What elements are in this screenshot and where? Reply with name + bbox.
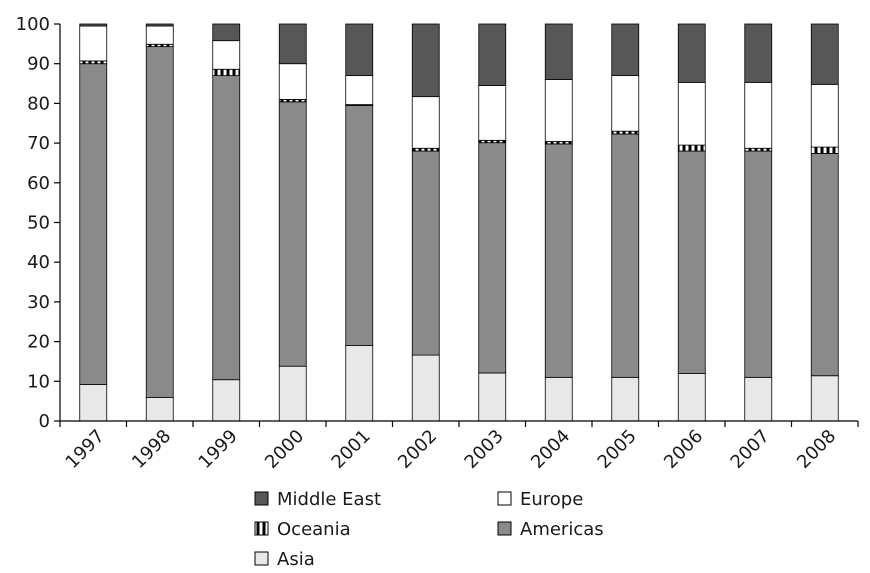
x-tick-label: 2004 <box>527 426 574 473</box>
bar-segment-middle-east-1999 <box>212 23 241 42</box>
bar-segment-middle-east-2001 <box>345 23 374 77</box>
x-tick-label: 2001 <box>328 426 375 473</box>
bar-segment-americas-1998 <box>145 46 174 398</box>
bar-segment-asia-2003 <box>478 372 507 422</box>
bar-segment-asia-2008 <box>810 375 839 422</box>
x-tick-label: 1997 <box>62 426 109 473</box>
x-tick-label: 2003 <box>461 426 508 473</box>
bar-segment-americas-2007 <box>744 150 773 378</box>
y-axis: 0 10 20 30 40 50 60 70 80 90 100 <box>16 14 61 432</box>
legend-label-europe: Europe <box>520 489 583 510</box>
bar-segment-oceania-2006 <box>677 144 706 152</box>
x-tick-label: 2002 <box>394 426 441 473</box>
bar-segment-asia-2006 <box>677 372 706 422</box>
x-tick-label: 2000 <box>261 426 308 473</box>
x-tick-label: 1998 <box>128 426 175 473</box>
y-tick-label: 20 <box>27 332 50 353</box>
bar-segment-asia-2004 <box>544 376 573 422</box>
bar-segment-middle-east-2002 <box>411 23 440 98</box>
y-tick-label: 90 <box>27 54 50 75</box>
y-tick-label: 40 <box>27 252 50 273</box>
y-tick-label: 80 <box>27 93 50 114</box>
bar-segment-europe-2001 <box>345 75 374 105</box>
bar-segment-middle-east-2007 <box>744 23 773 83</box>
legend-swatch-europe <box>497 491 512 506</box>
x-tick-label: 1999 <box>195 426 242 473</box>
legend-swatch-americas <box>497 521 512 536</box>
plot-area <box>79 23 839 422</box>
bar-segment-americas-1997 <box>79 63 108 385</box>
bar-segment-americas-2001 <box>345 104 374 346</box>
bar-segment-europe-2007 <box>744 81 773 149</box>
bar-segment-americas-2002 <box>411 150 440 356</box>
bar-segment-europe-2004 <box>544 79 573 142</box>
bar-segment-middle-east-2000 <box>278 23 307 65</box>
bar-segment-asia-2001 <box>345 345 374 422</box>
bar-segment-europe-1999 <box>212 40 241 70</box>
bar-segment-oceania-1999 <box>212 68 241 77</box>
legend-label-asia: Asia <box>277 549 315 570</box>
bar-segment-oceania-2002 <box>411 147 440 152</box>
legend: Middle East Europe Oceania Americas Asia <box>254 489 604 570</box>
bar-segment-asia-1997 <box>79 384 108 422</box>
bar-segment-oceania-2008 <box>810 146 839 154</box>
x-tick-label: 2005 <box>594 426 641 473</box>
bar-segment-oceania-2007 <box>744 147 773 152</box>
x-tick-label: 2008 <box>793 426 840 473</box>
bar-segment-asia-2007 <box>744 376 773 422</box>
x-axis: 1997 1998 1999 2000 2001 2002 2003 2004 2005 2006… <box>59 420 859 473</box>
legend-label-oceania: Oceania <box>277 519 351 540</box>
bar-segment-middle-east-2008 <box>810 23 839 85</box>
bar-segment-europe-2008 <box>810 83 839 148</box>
bar-segment-europe-2005 <box>611 75 640 132</box>
y-tick-label: 60 <box>27 173 50 194</box>
x-tick-label: 2006 <box>660 426 707 473</box>
bar-segment-americas-2006 <box>677 150 706 374</box>
bar-segment-americas-2004 <box>544 143 573 378</box>
bar-segment-americas-1999 <box>212 75 241 381</box>
bar-segment-asia-2000 <box>278 365 307 422</box>
bar-segment-europe-2000 <box>278 63 307 100</box>
bar-segment-middle-east-2006 <box>677 23 706 83</box>
bar-segment-europe-2002 <box>411 96 440 149</box>
bar-segment-asia-1998 <box>145 397 174 422</box>
bar-segment-middle-east-2004 <box>544 23 573 80</box>
legend-swatch-asia <box>254 551 269 566</box>
bar-segment-americas-2000 <box>278 101 307 367</box>
legend-label-middle-east: Middle East <box>277 489 381 510</box>
y-tick-label: 30 <box>27 292 50 313</box>
y-tick-label: 50 <box>27 213 50 234</box>
y-tick-label: 100 <box>16 14 50 35</box>
bar-segment-europe-1997 <box>79 25 108 62</box>
bar-segment-europe-2003 <box>478 85 507 141</box>
bar-segment-oceania-1997 <box>79 60 108 65</box>
bar-segment-oceania-2005 <box>611 130 640 135</box>
bar-segment-asia-2002 <box>411 354 440 422</box>
bar-segment-europe-1998 <box>145 25 174 45</box>
bar-segment-asia-2005 <box>611 376 640 422</box>
bar-segment-asia-1999 <box>212 379 241 422</box>
bar-segment-americas-2008 <box>810 153 839 377</box>
legend-swatch-oceania <box>254 521 269 536</box>
bar-segment-middle-east-2003 <box>478 23 507 86</box>
legend-label-americas: Americas <box>520 519 604 540</box>
bar-segment-americas-2005 <box>611 133 640 378</box>
x-tick-label: 2007 <box>727 426 774 473</box>
bar-segment-europe-2006 <box>677 81 706 146</box>
y-tick-label: 10 <box>27 371 50 392</box>
legend-swatch-middle-east <box>254 491 269 506</box>
bar-segment-middle-east-1998 <box>145 23 174 27</box>
y-tick-label: 70 <box>27 133 50 154</box>
y-tick-label: 0 <box>39 411 50 432</box>
bar-segment-middle-east-2005 <box>611 23 640 77</box>
bar-segment-middle-east-1997 <box>79 23 108 27</box>
bar-segment-americas-2003 <box>478 142 507 374</box>
